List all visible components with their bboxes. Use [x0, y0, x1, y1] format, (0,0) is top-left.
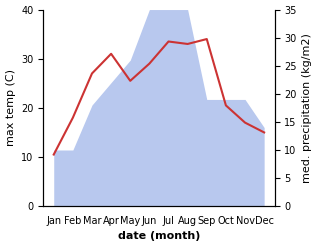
Y-axis label: med. precipitation (kg/m2): med. precipitation (kg/m2): [302, 33, 313, 183]
Y-axis label: max temp (C): max temp (C): [5, 69, 16, 146]
X-axis label: date (month): date (month): [118, 231, 200, 242]
